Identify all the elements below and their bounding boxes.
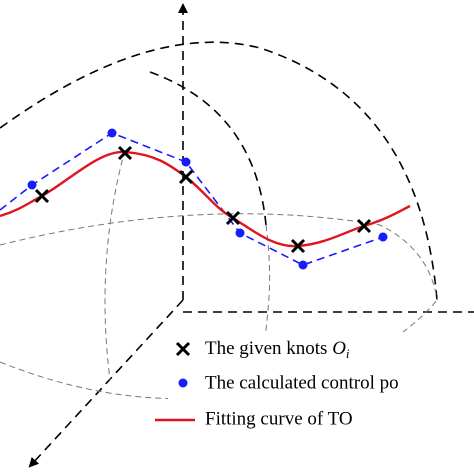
control-point <box>235 228 245 238</box>
legend-dot-symbol <box>178 378 188 388</box>
control-point <box>181 157 191 167</box>
control-point <box>378 232 388 242</box>
knot <box>290 238 306 254</box>
knot <box>178 169 194 185</box>
knot <box>356 218 372 234</box>
legend-knot-symbol <box>175 341 191 357</box>
control-point <box>298 260 308 270</box>
equator <box>0 213 438 301</box>
fitting-curve <box>0 150 411 248</box>
knot <box>34 188 50 204</box>
control-point <box>27 180 37 190</box>
axes <box>28 3 474 468</box>
knots <box>34 145 372 254</box>
legend-label: The given knots Oi <box>205 338 350 361</box>
legend-box <box>168 332 474 442</box>
legend-subscript: i <box>346 346 350 361</box>
side-arc <box>104 149 126 381</box>
control-polygon <box>0 132 384 266</box>
knot <box>225 210 241 226</box>
x-axis <box>28 299 184 468</box>
meridian-back <box>259 224 271 391</box>
outer-arc <box>0 41 438 301</box>
control-point <box>107 128 117 138</box>
legend-text: The given knots <box>205 338 327 359</box>
legend-symbol: O <box>332 338 346 359</box>
legend-label: Fitting curve of TO <box>205 408 353 429</box>
legend-label: The calculated control po <box>205 372 399 393</box>
legend: The given knots Oi The calculated contro… <box>155 338 399 429</box>
control-points <box>27 128 388 270</box>
meridian-arc <box>149 71 267 226</box>
knot <box>117 145 133 161</box>
